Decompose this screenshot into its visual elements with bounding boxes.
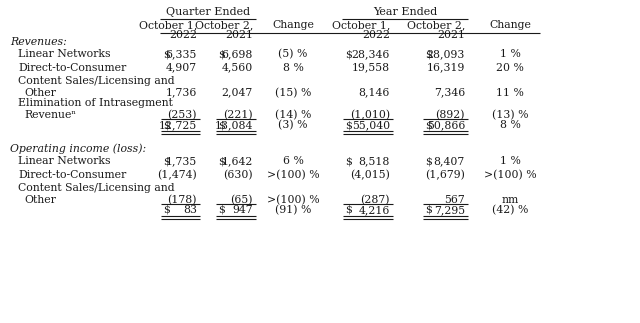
Text: 8,146: 8,146 [358, 88, 390, 98]
Text: $: $ [345, 205, 352, 215]
Text: 7,295: 7,295 [434, 205, 465, 215]
Text: Elimination of Intrasegment: Elimination of Intrasegment [18, 98, 173, 108]
Text: $: $ [218, 156, 225, 166]
Text: October 2,: October 2, [406, 20, 465, 30]
Text: 11 %: 11 % [496, 88, 524, 98]
Text: >(100) %: >(100) % [267, 194, 319, 205]
Text: 1 %: 1 % [500, 49, 520, 59]
Text: $: $ [218, 120, 225, 130]
Text: Direct-to-Consumer: Direct-to-Consumer [18, 170, 126, 180]
Text: Linear Networks: Linear Networks [18, 156, 111, 166]
Text: 1,735: 1,735 [166, 156, 197, 166]
Text: $: $ [163, 156, 170, 166]
Text: Change: Change [272, 20, 314, 30]
Text: $: $ [163, 49, 170, 59]
Text: $: $ [218, 49, 225, 59]
Text: 83: 83 [183, 205, 197, 215]
Text: (4,015): (4,015) [350, 170, 390, 180]
Text: Quarter Ended: Quarter Ended [166, 7, 250, 17]
Text: (178): (178) [168, 194, 197, 205]
Text: (15) %: (15) % [275, 88, 311, 98]
Text: 7,346: 7,346 [434, 88, 465, 98]
Text: Year Ended: Year Ended [373, 7, 437, 17]
Text: 28,093: 28,093 [427, 49, 465, 59]
Text: (1,679): (1,679) [425, 170, 465, 180]
Text: (3) %: (3) % [278, 120, 308, 130]
Text: >(100) %: >(100) % [484, 170, 536, 180]
Text: 50,866: 50,866 [427, 120, 465, 130]
Text: 947: 947 [232, 205, 253, 215]
Text: $: $ [345, 156, 352, 166]
Text: Linear Networks: Linear Networks [18, 49, 111, 59]
Text: 1,642: 1,642 [221, 156, 253, 166]
Text: 28,346: 28,346 [351, 49, 390, 59]
Text: $: $ [218, 205, 225, 215]
Text: $: $ [425, 49, 432, 59]
Text: 2022: 2022 [169, 29, 197, 39]
Text: October 2,: October 2, [195, 20, 253, 30]
Text: Direct-to-Consumer: Direct-to-Consumer [18, 62, 126, 72]
Text: (14) %: (14) % [275, 109, 311, 120]
Text: (630): (630) [223, 170, 253, 180]
Text: Operating income (loss):: Operating income (loss): [10, 143, 146, 154]
Text: 6 %: 6 % [283, 156, 303, 166]
Text: (221): (221) [223, 109, 253, 120]
Text: 8,518: 8,518 [358, 156, 390, 166]
Text: 12,725: 12,725 [159, 120, 197, 130]
Text: 19,558: 19,558 [352, 62, 390, 72]
Text: 13,084: 13,084 [214, 120, 253, 130]
Text: $: $ [345, 120, 352, 130]
Text: (13) %: (13) % [492, 109, 528, 120]
Text: October 1,: October 1, [139, 20, 197, 30]
Text: Content Sales/Licensing and: Content Sales/Licensing and [18, 183, 175, 193]
Text: 8 %: 8 % [283, 62, 303, 72]
Text: (42) %: (42) % [492, 205, 528, 215]
Text: $: $ [425, 205, 432, 215]
Text: (91) %: (91) % [275, 205, 311, 215]
Text: Change: Change [489, 20, 531, 30]
Text: 16,319: 16,319 [427, 62, 465, 72]
Text: 4,216: 4,216 [358, 205, 390, 215]
Text: Revenueⁿ: Revenueⁿ [24, 109, 76, 120]
Text: (1,010): (1,010) [350, 109, 390, 120]
Text: $: $ [345, 49, 352, 59]
Text: (287): (287) [360, 194, 390, 205]
Text: 8,407: 8,407 [434, 156, 465, 166]
Text: October 1,: October 1, [332, 20, 390, 30]
Text: $: $ [163, 205, 170, 215]
Text: $: $ [425, 120, 432, 130]
Text: 2021: 2021 [225, 29, 253, 39]
Text: 1,736: 1,736 [166, 88, 197, 98]
Text: 55,040: 55,040 [352, 120, 390, 130]
Text: (1,474): (1,474) [157, 170, 197, 180]
Text: 6,698: 6,698 [221, 49, 253, 59]
Text: 1 %: 1 % [500, 156, 520, 166]
Text: (892): (892) [435, 109, 465, 120]
Text: 4,560: 4,560 [221, 62, 253, 72]
Text: 567: 567 [444, 194, 465, 204]
Text: Other: Other [24, 194, 56, 204]
Text: (253): (253) [168, 109, 197, 120]
Text: $: $ [163, 120, 170, 130]
Text: Revenues:: Revenues: [10, 36, 67, 47]
Text: 8 %: 8 % [500, 120, 520, 130]
Text: >(100) %: >(100) % [267, 170, 319, 180]
Text: 20 %: 20 % [496, 62, 524, 72]
Text: nm: nm [501, 194, 518, 204]
Text: (65): (65) [230, 194, 253, 205]
Text: 2,047: 2,047 [221, 88, 253, 98]
Text: 6,335: 6,335 [166, 49, 197, 59]
Text: $: $ [425, 156, 432, 166]
Text: (5) %: (5) % [278, 49, 308, 59]
Text: Other: Other [24, 88, 56, 98]
Text: Content Sales/Licensing and: Content Sales/Licensing and [18, 76, 175, 86]
Text: 4,907: 4,907 [166, 62, 197, 72]
Text: 2021: 2021 [437, 29, 465, 39]
Text: 2022: 2022 [362, 29, 390, 39]
